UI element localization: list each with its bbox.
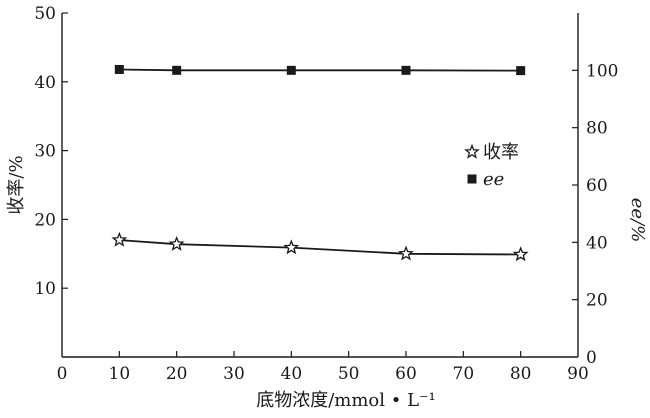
data-point-yield bbox=[283, 239, 300, 255]
x-tick-label: 30 bbox=[223, 364, 245, 384]
x-tick-label: 10 bbox=[109, 364, 131, 384]
right-y-tick-label: 0 bbox=[586, 348, 597, 368]
right-y-tick-label: 80 bbox=[586, 119, 608, 139]
legend-label-ee: ee bbox=[483, 169, 504, 190]
legend-marker-ee bbox=[467, 174, 477, 184]
series bbox=[111, 64, 529, 262]
x-tick-label: 50 bbox=[338, 364, 360, 384]
data-point-yield bbox=[398, 245, 414, 261]
x-axis-title: 底物浓度/mmol • L⁻¹ bbox=[256, 390, 436, 411]
x-tick-label: 0 bbox=[57, 364, 68, 384]
legend-label-yield: 收率 bbox=[483, 142, 519, 163]
x-tick-label: 90 bbox=[567, 364, 589, 384]
right-y-tick-label: 40 bbox=[586, 233, 608, 253]
data-point-ee bbox=[172, 65, 182, 75]
left-y-axis-title: 收率/% bbox=[6, 155, 27, 214]
axis-titles: 底物浓度/mmol • L⁻¹ 收率/% ee/% bbox=[6, 155, 648, 411]
data-point-yield bbox=[512, 246, 529, 262]
x-tick-label: 40 bbox=[281, 364, 303, 384]
legend: 收率 ee bbox=[464, 142, 519, 190]
left-y-tick-label: 40 bbox=[34, 73, 56, 93]
left-y-tick-label: 30 bbox=[34, 142, 56, 162]
data-point-ee bbox=[401, 65, 411, 75]
left-y-tick-label: 50 bbox=[34, 4, 56, 24]
right-y-tick-label: 100 bbox=[586, 61, 618, 81]
x-tick-label: 70 bbox=[453, 364, 475, 384]
legend-marker-yield bbox=[464, 143, 480, 159]
left-y-tick-label: 20 bbox=[34, 210, 56, 230]
data-point-yield bbox=[111, 231, 128, 247]
x-tick-label: 60 bbox=[395, 364, 417, 384]
right-y-axis-title: ee/% bbox=[627, 198, 648, 242]
data-point-ee bbox=[516, 66, 526, 76]
data-point-yield bbox=[168, 235, 185, 251]
x-tick-label: 20 bbox=[166, 364, 188, 384]
data-point-ee bbox=[114, 64, 124, 74]
x-tick-label: 80 bbox=[510, 364, 532, 384]
ticks: 0 10 20 30 40 50 60 70 80 90 10 20 30 40 50 0 20 40 60 80 10… bbox=[34, 4, 618, 384]
right-y-tick-label: 60 bbox=[586, 176, 608, 196]
data-point-ee bbox=[286, 65, 296, 75]
left-y-tick-label: 10 bbox=[34, 279, 56, 299]
right-y-tick-label: 20 bbox=[586, 291, 608, 311]
